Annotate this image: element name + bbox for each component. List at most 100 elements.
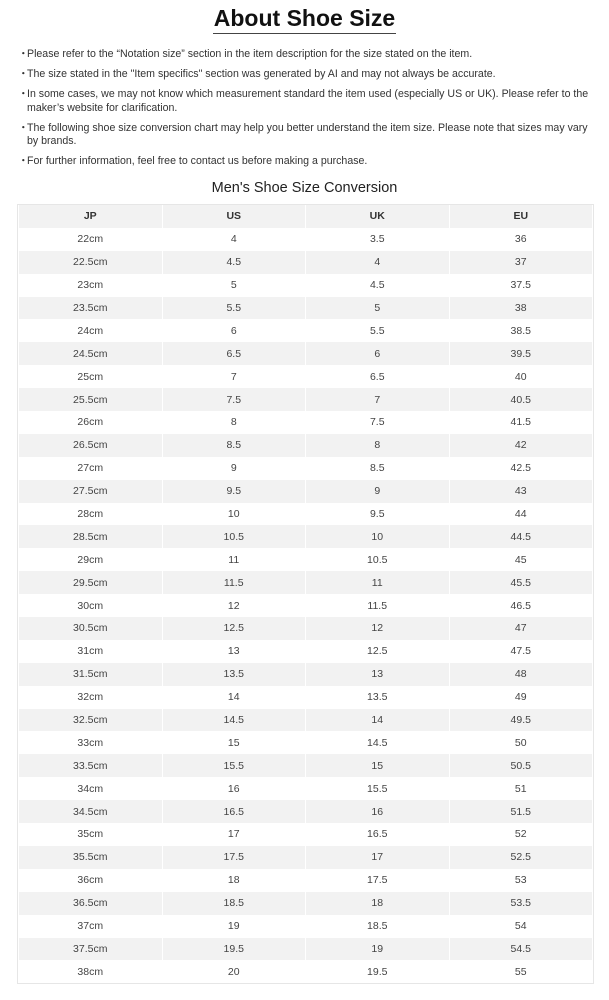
table-cell: 5.5 (369, 324, 385, 337)
table-cell: 29cm (77, 553, 104, 566)
table-cell: 14.5 (162, 708, 305, 732)
table-cell: 51 (514, 782, 527, 795)
table-cell: 18 (306, 891, 449, 915)
table-row: 27cm 9 8.5 42.5 (19, 457, 592, 480)
table-cell: 15.5 (367, 782, 388, 795)
table-row: 37cm 19 18.5 54 (19, 915, 592, 938)
table-cell: 47 (449, 617, 592, 640)
table-cell: 15 (306, 754, 449, 778)
table-cell: 9 (306, 479, 449, 503)
table-cell: 19 (227, 920, 240, 933)
bullet: ・ (18, 68, 29, 80)
table-cell: 11 (228, 553, 240, 566)
table-cell: 37 (449, 250, 592, 274)
table-cell: 18.5 (367, 920, 388, 933)
table-cell: 49 (514, 691, 527, 704)
table-cell: 43 (449, 479, 592, 503)
table-cell: 16.5 (367, 828, 388, 841)
table-cell: 13 (306, 662, 449, 686)
table-cell: 23cm (77, 279, 104, 292)
table-cell: 44 (514, 508, 527, 521)
table-cell: 17.5 (367, 874, 388, 887)
table-cell: 7.5 (369, 416, 385, 429)
table-cell: 48 (449, 662, 592, 686)
table-cell: 25.5cm (19, 388, 162, 412)
bullet: ・ (18, 155, 29, 167)
table-cell: 19.5 (162, 937, 305, 961)
table-cell: 17 (227, 828, 240, 841)
note-text: The following shoe size conversion chart… (27, 121, 588, 148)
table-cell: 12.5 (162, 617, 305, 640)
table-cell: 26.5cm (19, 433, 162, 457)
table-row: 22.5cm 4.5 4 37 (19, 250, 592, 274)
table-cell: 38.5 (510, 324, 531, 337)
table-cell: 8 (306, 433, 449, 457)
bullet: ・ (18, 48, 29, 60)
table-cell: 33cm (77, 736, 104, 749)
table-cell: 32.5cm (19, 708, 162, 732)
table-cell: 9.5 (369, 508, 385, 521)
table-row: 27.5cm 9.5 9 43 (19, 479, 592, 503)
table-cell: 4.5 (369, 279, 385, 292)
table-cell: 16 (227, 782, 240, 795)
table-cell: 19 (306, 937, 449, 961)
table-cell: 9.5 (162, 479, 305, 503)
table-row: 32cm 14 13.5 49 (19, 686, 592, 709)
table-cell: 8.5 (369, 462, 385, 475)
table-cell: 41.5 (510, 416, 531, 429)
table-cell: 45 (514, 553, 527, 566)
table-cell: 47.5 (510, 645, 531, 658)
note-item: ・ The following shoe size conversion char… (18, 122, 596, 149)
notes-list: ・ Please refer to the “Notation size” sec… (18, 48, 596, 175)
table-cell: 15.5 (162, 754, 305, 778)
table-row: 24cm 6 5.5 38.5 (19, 319, 592, 342)
table-cell: 31.5cm (19, 662, 162, 686)
table-cell: 44.5 (449, 525, 592, 549)
column-header: JP (19, 205, 162, 228)
table-cell: 54 (514, 920, 527, 933)
table-cell: 7 (230, 370, 237, 383)
table-cell: 36.5cm (19, 891, 162, 915)
size-conversion-table: JP US UK EU 22cm 4 3.5 36 22.5cm 4.5 4 37 23cm 5 4.5 3… (17, 204, 594, 985)
table-cell: 15 (227, 736, 240, 749)
table-cell: 52.5 (449, 845, 592, 869)
table-cell: 14 (227, 691, 240, 704)
table-row: 25cm 7 6.5 40 (19, 365, 592, 388)
table-row: 30cm 12 11.5 46.5 (19, 594, 592, 617)
table-row: 37.5cm 19.5 19 54.5 (19, 937, 592, 961)
table-row: 31cm 13 12.5 47.5 (19, 640, 592, 663)
table-cell: 30cm (77, 599, 104, 612)
table-cell: 12 (306, 617, 449, 640)
table-cell: 3.5 (369, 233, 385, 246)
bullet: ・ (18, 121, 29, 134)
column-header: EU (449, 205, 592, 228)
table-cell: 42.5 (510, 462, 531, 475)
table-cell: 38cm (77, 965, 104, 978)
table-cell: 11 (306, 571, 449, 595)
table-cell: 18.5 (162, 891, 305, 915)
table-cell: 29.5cm (19, 571, 162, 595)
table-cell: 28cm (77, 508, 104, 521)
table-cell: 10.5 (367, 553, 388, 566)
table-row: 29cm 11 10.5 45 (19, 548, 592, 571)
table-row: 36cm 18 17.5 53 (19, 869, 592, 892)
table-cell: 16.5 (162, 800, 305, 824)
table-row: 34cm 16 15.5 51 (19, 777, 592, 800)
table-cell: 24cm (77, 324, 104, 337)
table-cell: 34.5cm (19, 800, 162, 824)
table-row: 23.5cm 5.5 5 38 (19, 296, 592, 320)
note-text: In some cases, we may not know which mea… (27, 88, 589, 114)
table-cell: 27cm (77, 462, 104, 475)
table-cell: 4 (306, 250, 449, 274)
note-item: ・ The size stated in the "Item specifics"… (18, 68, 596, 82)
table-cell: 11.5 (367, 599, 388, 612)
table-cell: 34cm (77, 782, 104, 795)
table-cell: 14.5 (367, 736, 388, 749)
table-cell: 13.5 (367, 691, 388, 704)
table-cell: 6.5 (162, 342, 305, 366)
note-text: For further information, feel free to co… (27, 155, 368, 167)
table-cell: 40 (514, 370, 527, 383)
table-cell: 19.5 (367, 965, 388, 978)
table-title: Men's Shoe Size Conversion (211, 180, 398, 196)
table-cell: 8.5 (162, 433, 305, 457)
